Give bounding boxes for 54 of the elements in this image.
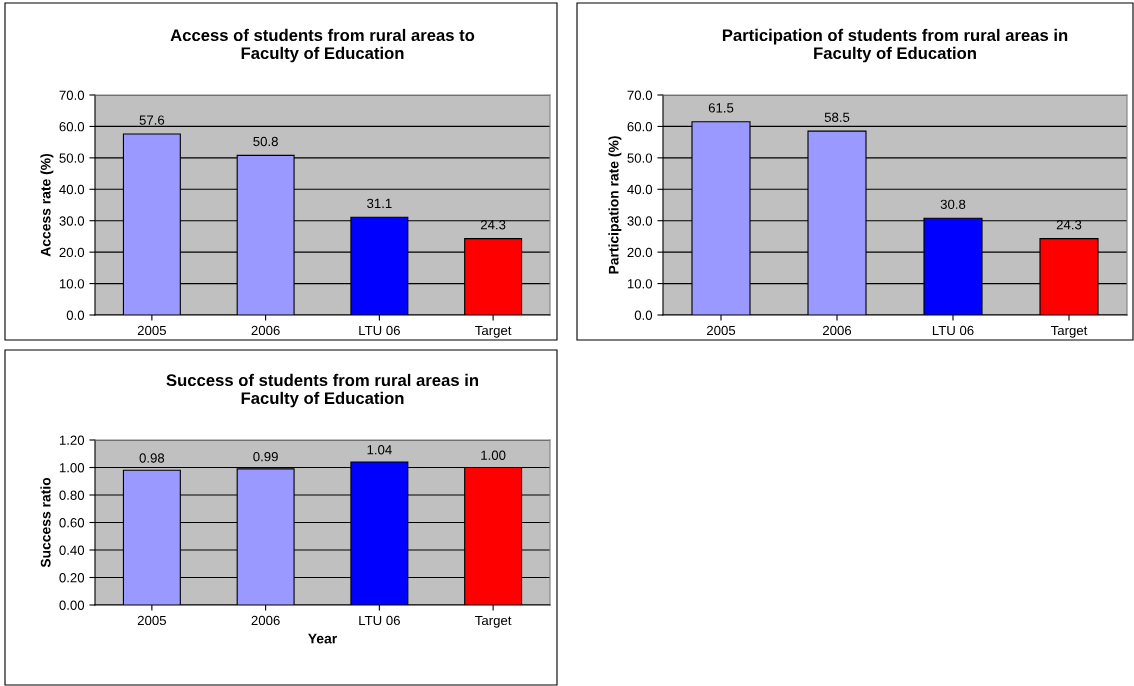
chart-title: Success of students from rural areas in Faculty of Education	[166, 373, 479, 408]
x-tick-label: 2006	[251, 325, 280, 336]
x-tick-label: LTU 06	[932, 325, 974, 336]
y-tick-label: 0.0	[634, 310, 653, 320]
x-axis-title: Year	[308, 633, 337, 644]
y-tick-label: 0.0	[66, 310, 85, 320]
y-tick-label: 0.80	[59, 490, 85, 500]
x-tick-label: LTU 06	[359, 325, 400, 336]
data-label: 0.98	[139, 453, 165, 463]
data-label: 1.04	[367, 445, 392, 455]
y-tick-label: 50.0	[59, 153, 85, 163]
x-tick-label: 2006	[251, 615, 280, 626]
data-label: 50.8	[253, 136, 278, 147]
data-label: 24.3	[1056, 220, 1082, 230]
x-tick-label: Target	[1050, 325, 1088, 338]
y-axis-title: Success ratio	[40, 477, 51, 568]
y-tick-label: 0.40	[59, 545, 85, 555]
y-tick-label: 30.0	[627, 216, 653, 226]
y-tick-label: 70.0	[59, 90, 85, 100]
y-tick-label: 20.0	[627, 247, 653, 258]
data-label: 61.5	[708, 103, 734, 113]
data-label: 57.6	[139, 115, 165, 125]
y-tick-label: 40.0	[627, 184, 653, 195]
chart-title: Access of students from rural areas to Faculty of Education	[170, 28, 475, 63]
y-axis-title: Access rate (%)	[40, 153, 54, 257]
y-tick-label: 10.0	[59, 279, 85, 289]
y-tick-label: 70.0	[627, 90, 653, 100]
data-label: 31.1	[367, 198, 392, 209]
x-tick-label: Target	[475, 325, 512, 338]
data-label: 1.00	[481, 450, 506, 460]
y-axis-title: Participation rate (%)	[608, 136, 622, 274]
y-tick-label: 0.00	[59, 600, 85, 610]
data-label: 58.5	[824, 112, 850, 122]
x-tick-label: 2005	[706, 325, 736, 336]
x-tick-label: LTU 06	[359, 615, 400, 626]
data-label: 0.99	[253, 451, 278, 462]
y-tick-label: 1.20	[59, 435, 85, 445]
y-tick-label: 30.0	[59, 216, 85, 226]
x-tick-label: 2006	[822, 325, 852, 336]
data-label: 24.3	[480, 220, 506, 230]
chart-title: Participation of students from rural areas in Faculty of Education	[722, 28, 1068, 63]
y-tick-label: 1.00	[59, 463, 85, 473]
y-tick-label: 60.0	[59, 122, 85, 132]
y-tick-label: 10.0	[627, 279, 653, 289]
y-tick-label: 50.0	[627, 153, 653, 163]
y-tick-label: 0.20	[59, 573, 85, 583]
y-tick-label: 0.60	[59, 518, 85, 528]
y-tick-label: 40.0	[59, 184, 85, 195]
y-tick-label: 60.0	[627, 122, 653, 132]
y-tick-label: 20.0	[59, 247, 85, 258]
x-tick-label: Target	[475, 615, 512, 628]
data-label: 30.8	[940, 199, 966, 209]
x-tick-label: 2005	[137, 325, 166, 336]
x-tick-label: 2005	[137, 615, 166, 626]
